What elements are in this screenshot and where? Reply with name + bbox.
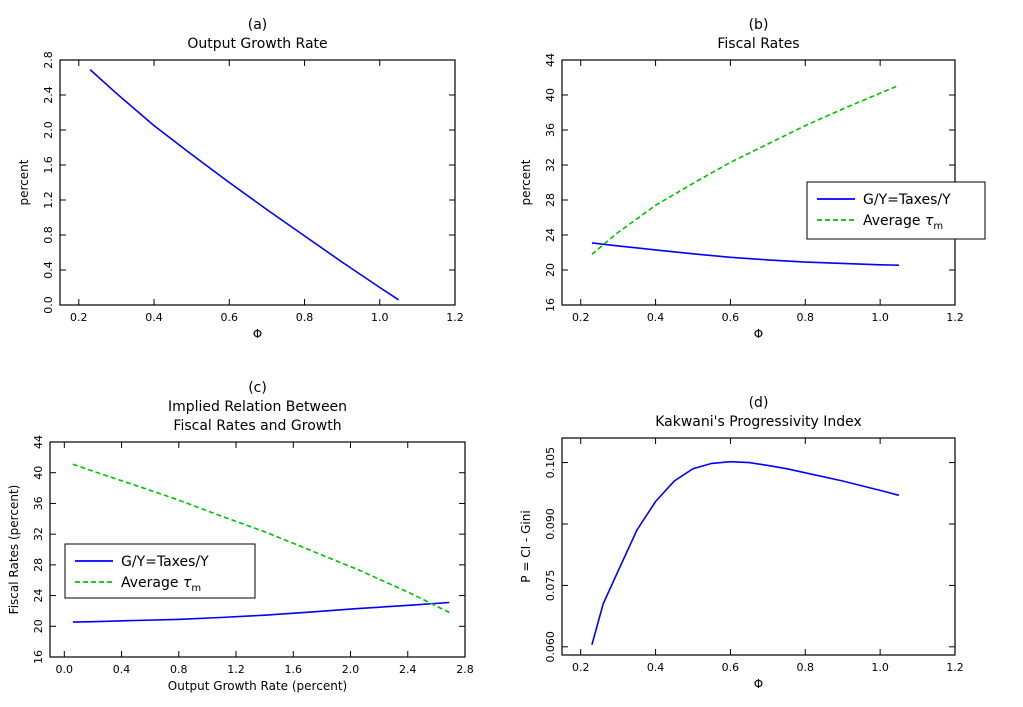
plot-frame	[49, 441, 466, 658]
y-tick-label: 44	[544, 53, 557, 67]
chart-title: Output Growth Rate	[187, 36, 327, 52]
legend-label: G/Y=Taxes/Y	[863, 192, 951, 208]
x-tick-label: 2.4	[399, 663, 417, 676]
y-tick-label: 32	[32, 527, 45, 541]
y-tick-label: 32	[544, 158, 557, 172]
y-tick-label: 2.0	[42, 121, 55, 139]
y-tick-label: 2.4	[42, 86, 55, 104]
legend-box	[806, 181, 986, 240]
x-tick-label: 0.8	[170, 663, 188, 676]
x-tick-label: 0.4	[145, 311, 163, 324]
y-axis-label: percent	[519, 159, 533, 205]
y-tick-label: 36	[32, 496, 45, 510]
legend: G/Y=Taxes/Y Average τm	[64, 543, 256, 599]
y-tick-label: 36	[544, 123, 557, 137]
y-tick-label: 40	[32, 466, 45, 480]
chart-panel: (b) Fiscal Rates 0.2 0.4 0.6 0.8 1.0 1.2 16 20 24 2…	[519, 17, 986, 341]
y-tick-label: 0.075	[544, 570, 557, 602]
series-line	[591, 460, 900, 646]
y-tick-label: 24	[32, 589, 45, 603]
plot-frame	[561, 437, 956, 656]
x-tick-label: 1.2	[946, 661, 964, 674]
x-tick-label: 0.8	[797, 311, 815, 324]
x-tick-label: 0.4	[647, 311, 665, 324]
x-tick-label: 0.4	[113, 663, 131, 676]
x-tick-label: 1.2	[227, 663, 245, 676]
y-tick-label: 40	[544, 88, 557, 102]
plot-frame	[59, 59, 456, 306]
x-tick-label: 0.6	[221, 311, 239, 324]
x-tick-label: 0.2	[572, 311, 590, 324]
x-tick-label: 2.8	[456, 663, 474, 676]
y-tick-label: 44	[32, 435, 45, 449]
y-tick-label: 28	[32, 558, 45, 572]
legend-label: Average τm	[121, 575, 201, 594]
x-axis-label: Φ	[754, 677, 763, 691]
x-tick-label: 1.0	[871, 661, 889, 674]
y-tick-label: 0.090	[544, 508, 557, 540]
y-tick-label: 0.8	[42, 226, 55, 244]
x-tick-label: 0.4	[647, 661, 665, 674]
y-tick-label: 1.6	[42, 156, 55, 174]
series-line	[89, 69, 400, 301]
chart-title: Fiscal Rates	[717, 36, 799, 52]
x-tick-label: 1.0	[371, 311, 389, 324]
x-tick-label: 0.6	[722, 311, 740, 324]
series-line	[72, 601, 450, 623]
x-tick-label: 0.8	[296, 311, 314, 324]
y-tick-label: 20	[544, 263, 557, 277]
y-tick-label: 24	[544, 228, 557, 242]
panel-label: (a)	[248, 17, 268, 33]
legend: G/Y=Taxes/Y Average τm	[806, 181, 986, 240]
x-tick-label: 1.0	[871, 311, 889, 324]
y-axis-label: P = CI - Gini	[519, 510, 533, 582]
x-tick-label: 0.0	[56, 663, 74, 676]
chart-title: Kakwani's Progressivity Index	[655, 414, 862, 430]
y-tick-label: 0.060	[544, 631, 557, 663]
x-tick-label: 0.2	[572, 661, 590, 674]
panel-label: (d)	[749, 395, 769, 411]
x-tick-label: 1.6	[285, 663, 303, 676]
y-tick-label: 16	[544, 298, 557, 312]
y-tick-label: 2.8	[42, 51, 55, 69]
y-tick-label: 20	[32, 619, 45, 633]
x-axis-label: Φ	[253, 327, 262, 341]
x-axis-label: Output Growth Rate (percent)	[168, 679, 347, 693]
y-tick-label: 28	[544, 193, 557, 207]
chart-panel: (a) Output Growth Rate 0.2 0.4 0.6 0.8 1.0 1.2 0…	[17, 17, 464, 341]
series-line	[72, 463, 450, 614]
panel-label: (b)	[749, 17, 769, 33]
x-tick-label: 2.0	[342, 663, 360, 676]
y-tick-label: 0.105	[544, 447, 557, 479]
x-tick-label: 1.2	[946, 311, 964, 324]
y-tick-label: 0.0	[42, 296, 55, 314]
chart-title: Implied Relation Between	[168, 399, 347, 415]
y-axis-label: percent	[17, 159, 31, 205]
y-tick-label: 16	[32, 650, 45, 664]
y-tick-label: 0.4	[42, 261, 55, 279]
y-axis-label: Fiscal Rates (percent)	[7, 485, 21, 615]
panel-label: (c)	[248, 380, 267, 396]
x-tick-label: 1.2	[446, 311, 464, 324]
chart-panel: (d) Kakwani's Progressivity Index 0.2 0.4 0.…	[519, 395, 964, 691]
x-tick-label: 0.6	[722, 661, 740, 674]
series-line	[591, 242, 899, 266]
legend-label: G/Y=Taxes/Y	[121, 554, 209, 570]
x-tick-label: 0.8	[797, 661, 815, 674]
chart-panel: (c) Implied Relation Between Fiscal Rates …	[7, 380, 474, 693]
x-tick-label: 0.2	[70, 311, 88, 324]
legend-box	[64, 543, 256, 599]
legend-label: Average τm	[863, 213, 943, 232]
series-line	[591, 84, 900, 255]
chart-title: Fiscal Rates and Growth	[173, 418, 341, 434]
y-tick-label: 1.2	[42, 191, 55, 209]
x-axis-label: Φ	[754, 327, 763, 341]
